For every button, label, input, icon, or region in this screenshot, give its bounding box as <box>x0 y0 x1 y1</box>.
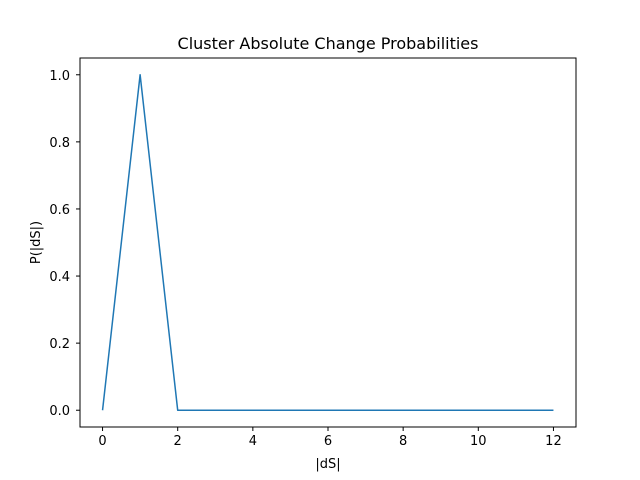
y-tick-label: 0.6 <box>49 203 70 218</box>
x-tick-label: 6 <box>324 434 332 449</box>
series-layer <box>101 74 554 411</box>
y-tick-label: 1.0 <box>49 69 70 84</box>
y-tick-label: 0.2 <box>49 337 70 352</box>
series-line <box>101 74 554 411</box>
x-tick-label: 2 <box>174 434 182 449</box>
plot-area-frame <box>79 57 577 428</box>
y-tick-label: 0.8 <box>49 136 70 151</box>
y-tick-label: 0.4 <box>49 270 70 285</box>
x-tick-label: 0 <box>98 434 106 449</box>
x-axis-ticks: 0 2 4 6 8 10 12 <box>98 427 562 449</box>
x-tick-label: 4 <box>249 434 257 449</box>
x-tick-label: 10 <box>470 434 487 449</box>
x-tick-label: 8 <box>399 434 407 449</box>
y-axis-label: P(|dS|) <box>29 221 44 264</box>
chart-title: Cluster Absolute Change Probabilities <box>178 34 479 53</box>
y-axis-ticks: 0.0 0.2 0.4 0.6 0.8 1.0 <box>49 69 80 419</box>
x-axis-label: |dS| <box>315 457 340 472</box>
x-tick-label: 12 <box>545 434 562 449</box>
y-tick-label: 0.0 <box>49 404 70 419</box>
